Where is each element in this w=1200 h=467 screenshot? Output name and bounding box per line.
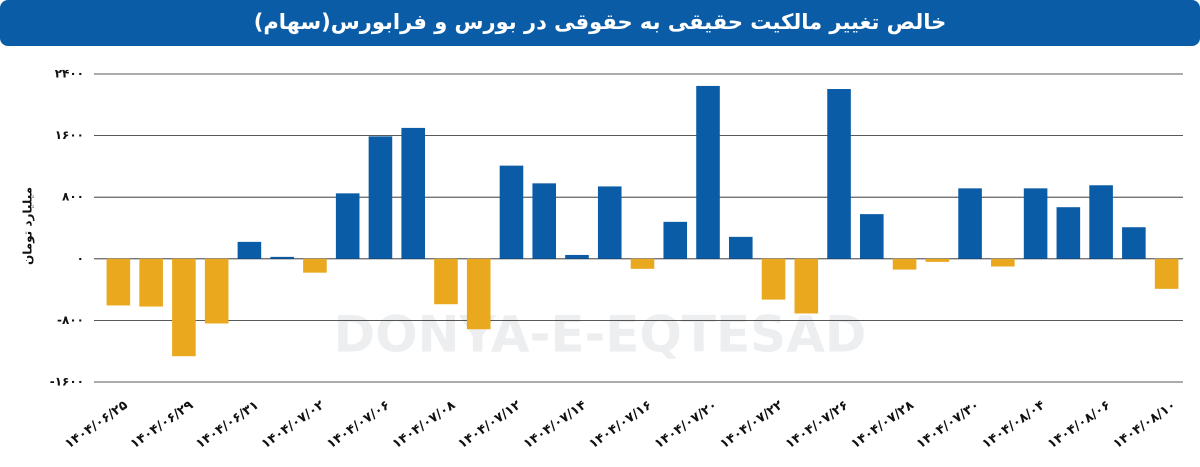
bar <box>958 188 982 259</box>
bar <box>1122 227 1146 259</box>
x-tick-label: ۱۴۰۴/۰۸/۰۴ <box>980 398 1048 452</box>
y-tick-label: -۱۶۰۰ <box>50 375 84 389</box>
bar <box>761 258 786 300</box>
bar <box>728 236 753 259</box>
bar <box>139 258 163 307</box>
bar <box>860 214 884 259</box>
bar <box>565 254 589 259</box>
bar <box>466 258 491 330</box>
bar <box>204 258 229 324</box>
x-tick-label: ۱۴۰۴/۰۷/۱۶ <box>586 398 654 452</box>
bar <box>663 221 688 259</box>
bar <box>172 258 196 357</box>
bar <box>401 127 425 259</box>
x-tick-label: ۱۴۰۴/۰۶/۳۱ <box>193 398 261 452</box>
x-tick-label: ۱۴۰۴/۰۶/۲۵ <box>62 398 130 452</box>
x-tick-label: ۱۴۰۴/۰۷/۲۸ <box>848 398 916 452</box>
x-tick-label: ۱۴۰۴/۰۷/۰۶ <box>324 398 392 452</box>
y-tick-label: ۱۶۰۰ <box>55 128 84 142</box>
x-tick-label: ۱۴۰۴/۰۷/۱۴ <box>521 398 589 452</box>
bar <box>827 89 851 259</box>
x-tick-label: ۱۴۰۴/۰۶/۲۹ <box>128 398 196 452</box>
x-tick-label: ۱۴۰۴/۰۸/۰۶ <box>1045 398 1113 452</box>
bar <box>1089 185 1113 259</box>
x-tick-label: ۱۴۰۴/۰۷/۰۸ <box>390 398 458 452</box>
watermark: DONYA-E-EQTESAD <box>334 306 867 364</box>
bar <box>892 258 917 270</box>
bar <box>335 193 360 259</box>
bar <box>925 258 950 262</box>
bar <box>630 258 655 269</box>
bar <box>270 256 294 259</box>
x-tick-label: ۱۴۰۴/۰۷/۲۰ <box>652 398 720 452</box>
bar <box>991 258 1015 267</box>
bar <box>794 258 819 314</box>
bar <box>237 241 262 259</box>
bar <box>499 165 524 259</box>
bar <box>1056 207 1081 259</box>
x-tick-label: ۱۴۰۴/۰۸/۱۰ <box>1111 398 1179 452</box>
x-tick-label: ۱۴۰۴/۰۷/۲۶ <box>783 398 851 452</box>
bar <box>106 258 131 306</box>
y-axis-label: میلیارد تومان <box>21 187 36 265</box>
x-tick-label: ۱۴۰۴/۰۷/۰۲ <box>259 398 327 452</box>
chart-title: خالص تغییر مالکیت حقیقی به حقوقی در بورس… <box>254 10 946 34</box>
title-bar <box>0 0 1200 46</box>
bar <box>368 136 393 259</box>
y-tick-label: ۰ <box>77 251 84 265</box>
bar <box>1154 258 1179 289</box>
x-tick-label: ۱۴۰۴/۰۷/۳۰ <box>914 398 982 452</box>
x-tick-label: ۱۴۰۴/۰۷/۱۲ <box>455 398 523 452</box>
bar <box>532 183 557 259</box>
bar <box>1023 188 1048 259</box>
bar <box>597 186 622 259</box>
bar <box>434 258 458 305</box>
bar <box>696 85 720 259</box>
y-tick-label: ۸۰۰ <box>62 190 84 204</box>
x-tick-label: ۱۴۰۴/۰۷/۲۲ <box>717 398 785 452</box>
bar <box>303 258 327 273</box>
y-tick-label: -۸۰۰ <box>57 313 84 327</box>
y-tick-label: ۲۴۰۰ <box>55 67 84 81</box>
